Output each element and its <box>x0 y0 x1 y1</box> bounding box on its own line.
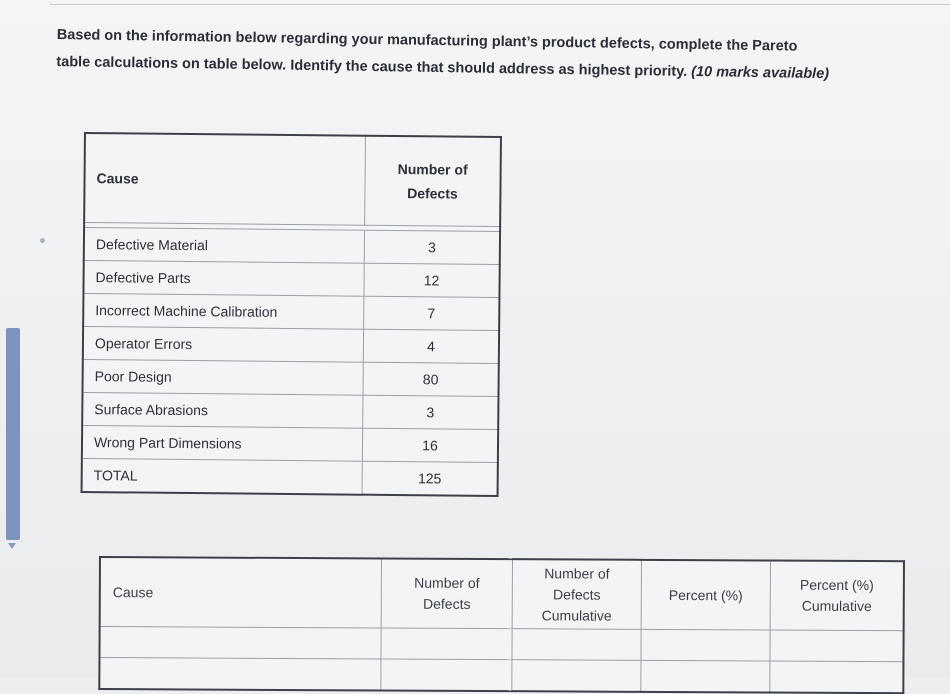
cause-cell: Surface Abrasions <box>82 392 363 429</box>
blank-cell[interactable] <box>511 659 641 692</box>
table-row: Defective Parts 12 <box>83 260 500 298</box>
table-row: Defective Material 3 <box>83 227 501 265</box>
total-row: TOTAL 125 <box>81 458 498 496</box>
count-cell: 3 <box>364 230 501 265</box>
blank-cell[interactable] <box>380 627 513 660</box>
blank-cell[interactable] <box>99 657 381 691</box>
blank-cell[interactable] <box>769 630 904 662</box>
table-row: Poor Design 80 <box>82 359 499 397</box>
blank-cell[interactable] <box>380 658 512 692</box>
count-cell: 16 <box>362 428 499 463</box>
count-cell: 7 <box>363 296 500 331</box>
table-row: Incorrect Machine Calibration 7 <box>83 293 500 331</box>
header-number-line-2: Defects <box>407 185 458 202</box>
table-row: Surface Abrasions 3 <box>82 392 499 430</box>
pareto-header-number-of-defects: Number of Defects <box>381 558 513 629</box>
pareto-header-percent-cum-line-2: Cumulative <box>801 597 872 615</box>
total-count: 125 <box>362 461 498 496</box>
pareto-table: Cause Number of Defects Number of Defect… <box>98 556 905 694</box>
blank-cell[interactable] <box>640 660 770 693</box>
cause-cell: Defective Material <box>83 227 365 264</box>
bullet-dot <box>40 238 45 243</box>
scroll-down-arrow-icon[interactable] <box>8 543 16 549</box>
cause-cell: Operator Errors <box>82 326 364 363</box>
count-cell: 12 <box>363 263 500 298</box>
instructions-line-2-text: table calculations on table below. Ident… <box>56 53 688 80</box>
table-row: Operator Errors 4 <box>82 326 500 364</box>
pareto-blank-row <box>99 626 904 662</box>
left-scrollbar-thumb[interactable] <box>6 328 20 540</box>
table-row: Wrong Part Dimensions 16 <box>81 425 499 463</box>
cause-cell: Defective Parts <box>83 260 365 297</box>
blank-cell[interactable] <box>99 626 382 659</box>
pareto-header-percent-cumulative: Percent (%) Cumulative <box>770 560 904 631</box>
pareto-header-number-line-1: Number of <box>414 574 480 591</box>
cause-cell: Poor Design <box>82 359 364 396</box>
count-cell: 80 <box>362 362 499 397</box>
pareto-header-cumulative-line-3: Cumulative <box>541 606 612 624</box>
top-divider <box>50 4 950 5</box>
blank-cell[interactable] <box>511 628 642 661</box>
pareto-blank-row <box>99 657 904 694</box>
defects-table-header-row: Cause Number of Defects <box>84 133 501 227</box>
pareto-header-cause: Cause <box>99 557 382 628</box>
instructions-paragraph: Based on the information below regarding… <box>56 22 937 90</box>
total-label: TOTAL <box>81 458 363 495</box>
pareto-header-cumulative-defects: Number of Defects Cumulative <box>512 559 642 630</box>
count-cell: 4 <box>363 329 500 364</box>
cause-cell: Incorrect Machine Calibration <box>83 293 364 330</box>
blank-cell[interactable] <box>640 629 771 662</box>
pareto-header-cumulative-line-1: Number of <box>544 564 610 582</box>
header-cause: Cause <box>84 133 366 226</box>
pareto-header-cumulative-line-2: Defects <box>553 585 601 603</box>
pareto-header-percent-cum-line-1: Percent (%) <box>799 576 874 594</box>
blank-cell[interactable] <box>769 661 904 694</box>
cause-cell: Wrong Part Dimensions <box>81 425 363 462</box>
count-cell: 3 <box>362 395 499 430</box>
marks-available: (10 marks available) <box>691 63 830 83</box>
pareto-header-percent: Percent (%) <box>641 559 771 631</box>
header-number-line-1: Number of <box>397 161 468 178</box>
defects-table: Cause Number of Defects Defective Materi… <box>80 132 502 497</box>
header-number-of-defects: Number of Defects <box>364 135 501 227</box>
pareto-header-row: Cause Number of Defects Number of Defect… <box>99 557 904 631</box>
pareto-header-number-line-2: Defects <box>422 595 471 612</box>
